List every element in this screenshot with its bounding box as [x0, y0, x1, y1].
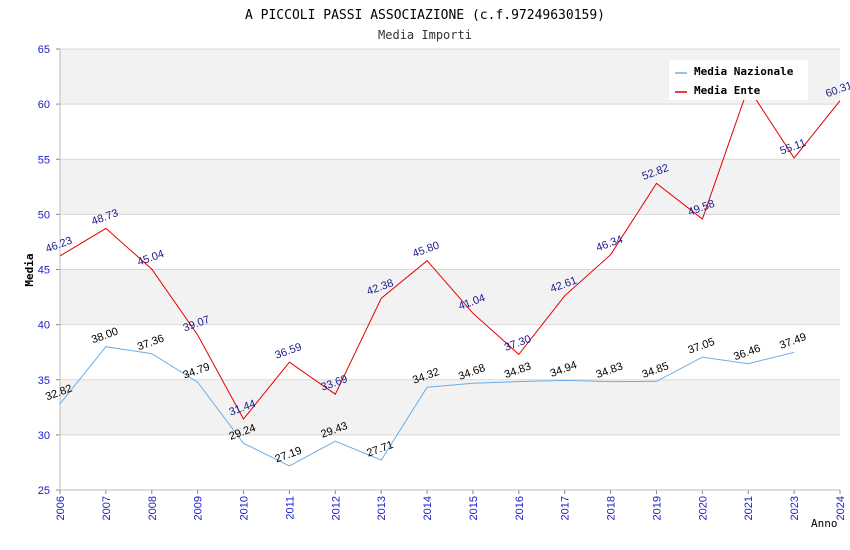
x-axis-ticks: 2006 2007 2008 2009 2010 2011 2012 2013 2014 2015… — [55, 490, 847, 520]
x-axis-label: Anno — [811, 517, 838, 530]
legend-box — [669, 60, 808, 100]
y-tick-label: 40 — [38, 320, 50, 332]
data-label-ente: 46.23 — [44, 235, 74, 256]
background-bands — [60, 49, 840, 435]
x-tick-label: 2020 — [697, 496, 709, 520]
data-label-ente: 46.34 — [595, 234, 625, 255]
x-tick-label: 2014 — [422, 496, 434, 520]
data-label-nazionale: 27.71 — [365, 439, 395, 460]
x-tick-label: 2010 — [239, 496, 251, 520]
x-tick-label: 2024 — [835, 496, 847, 520]
x-tick-label: 2008 — [147, 496, 159, 520]
x-tick-label: 2023 — [789, 496, 801, 520]
data-label-nazionale: 38.00 — [90, 326, 120, 347]
data-label-nazionale: 27.19 — [273, 445, 303, 466]
x-tick-label: 2013 — [376, 496, 388, 520]
x-tick-label: 2016 — [514, 496, 526, 520]
legend: Media Nazionale Media Ente — [669, 60, 808, 100]
data-label-nazionale: 37.49 — [778, 331, 808, 352]
data-label-ente: 45.80 — [411, 240, 441, 261]
band-30-35 — [60, 379, 840, 435]
y-tick-label: 60 — [38, 99, 50, 111]
y-tick-label: 35 — [38, 375, 50, 387]
y-tick-label: 45 — [38, 265, 50, 277]
x-tick-label: 2007 — [101, 496, 113, 520]
y-axis-label: Media — [23, 253, 36, 286]
x-tick-label: 2015 — [468, 496, 480, 520]
data-label-nazionale: 36.46 — [732, 343, 762, 364]
y-axis-ticks: 25 30 35 40 45 50 55 60 65 — [38, 44, 60, 497]
data-label-ente: 37.30 — [503, 333, 533, 354]
x-tick-label: 2019 — [651, 496, 663, 520]
data-label-nazionale: 34.85 — [640, 360, 670, 381]
y-tick-label: 55 — [38, 154, 50, 166]
x-tick-label: 2021 — [743, 496, 755, 520]
x-tick-label: 2012 — [330, 496, 342, 520]
x-tick-label: 2017 — [560, 496, 572, 520]
data-label-nazionale: 34.83 — [595, 360, 625, 381]
x-tick-label: 2009 — [193, 496, 205, 520]
data-label-ente: 36.59 — [273, 341, 303, 362]
data-label-nazionale: 37.36 — [136, 333, 166, 354]
data-label-nazionale: 37.05 — [686, 336, 716, 357]
band-40-45 — [60, 269, 840, 325]
band-50-55 — [60, 159, 840, 215]
legend-label-ente: Media Ente — [694, 84, 761, 97]
series-lines — [59, 86, 841, 467]
x-tick-label: 2006 — [55, 496, 67, 520]
data-label-nazionale: 34.83 — [503, 360, 533, 381]
x-tick-label: 2018 — [606, 496, 618, 520]
data-label-ente: 45.04 — [136, 248, 166, 269]
data-label-nazionale: 34.94 — [549, 359, 579, 380]
y-tick-label: 25 — [38, 485, 50, 497]
legend-label-nazionale: Media Nazionale — [694, 65, 794, 78]
y-tick-label: 50 — [38, 209, 50, 221]
y-tick-label: 30 — [38, 430, 50, 442]
chart-subtitle: Media Importi — [378, 28, 472, 42]
x-tick-label: 2011 — [284, 496, 296, 520]
chart-title: A PICCOLI PASSI ASSOCIAZIONE (c.f.972496… — [245, 8, 605, 23]
series-line-nazionale — [59, 346, 795, 467]
y-tick-label: 65 — [38, 44, 50, 56]
data-label-nazionale: 34.79 — [182, 361, 212, 382]
series-line-ente — [59, 86, 841, 420]
